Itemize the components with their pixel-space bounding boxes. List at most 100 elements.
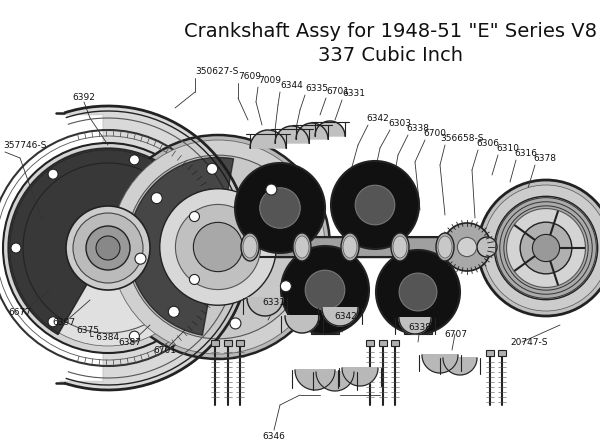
Bar [361, 237, 389, 245]
Circle shape [305, 270, 345, 310]
Polygon shape [59, 106, 250, 390]
Text: 6346: 6346 [263, 432, 286, 441]
Ellipse shape [391, 233, 409, 261]
Polygon shape [250, 130, 286, 148]
Circle shape [160, 189, 276, 305]
Text: 337 Cubic Inch: 337 Cubic Inch [317, 46, 463, 65]
Circle shape [175, 204, 260, 290]
Circle shape [10, 150, 206, 346]
Text: 6338: 6338 [406, 124, 429, 133]
Circle shape [111, 140, 325, 354]
Bar [404, 257, 432, 334]
Circle shape [477, 237, 497, 257]
Circle shape [130, 155, 139, 165]
Circle shape [281, 246, 369, 334]
Bar [498, 350, 506, 356]
Text: 6342: 6342 [366, 114, 389, 123]
Text: 6397: 6397 [52, 318, 75, 327]
Circle shape [266, 184, 277, 195]
Circle shape [193, 222, 242, 271]
Text: 6677: 6677 [8, 308, 31, 317]
Bar [211, 340, 219, 346]
Text: 7009: 7009 [258, 76, 281, 85]
Text: 6701: 6701 [153, 346, 176, 355]
Circle shape [86, 226, 130, 270]
Text: 6375: 6375 [76, 326, 99, 335]
Circle shape [169, 306, 179, 317]
Text: 6310: 6310 [496, 144, 519, 153]
Polygon shape [399, 318, 431, 334]
Ellipse shape [243, 236, 257, 258]
Circle shape [260, 188, 300, 228]
Circle shape [96, 236, 120, 260]
Text: 6701: 6701 [326, 87, 349, 96]
Text: 6387: 6387 [118, 338, 141, 347]
Polygon shape [8, 148, 206, 335]
Ellipse shape [295, 236, 309, 258]
Polygon shape [295, 370, 335, 390]
Polygon shape [316, 372, 354, 391]
Text: Crankshaft Assy for 1948-51 "E" Series V8: Crankshaft Assy for 1948-51 "E" Series V… [184, 22, 596, 41]
Circle shape [151, 193, 162, 204]
Circle shape [3, 143, 213, 353]
Circle shape [443, 223, 491, 271]
Bar [486, 350, 494, 356]
Text: 6303: 6303 [388, 119, 411, 128]
Circle shape [190, 275, 199, 284]
Text: 7609: 7609 [238, 72, 261, 81]
Circle shape [457, 237, 476, 257]
Polygon shape [315, 121, 345, 136]
Bar [366, 340, 374, 346]
Polygon shape [296, 123, 328, 139]
Bar [236, 340, 244, 346]
Text: └ 6384: └ 6384 [88, 333, 119, 342]
Circle shape [235, 163, 325, 253]
Circle shape [73, 213, 143, 283]
Circle shape [520, 222, 572, 274]
Circle shape [478, 180, 600, 316]
Polygon shape [422, 355, 458, 373]
Polygon shape [322, 308, 358, 326]
Text: 350627-S: 350627-S [195, 67, 238, 76]
Text: 357746-S: 357746-S [3, 141, 46, 150]
Bar [311, 257, 339, 334]
Ellipse shape [436, 233, 454, 261]
Ellipse shape [293, 233, 311, 261]
Text: 6331: 6331 [342, 89, 365, 98]
Circle shape [494, 196, 598, 299]
Text: 6342: 6342 [334, 312, 357, 321]
Ellipse shape [241, 233, 259, 261]
Polygon shape [128, 158, 233, 335]
Circle shape [66, 206, 150, 290]
Text: 6707: 6707 [444, 330, 467, 339]
Circle shape [206, 163, 218, 174]
Circle shape [331, 161, 419, 249]
Circle shape [532, 235, 560, 262]
Circle shape [190, 211, 199, 222]
Ellipse shape [341, 233, 359, 261]
Text: 6316: 6316 [514, 149, 537, 158]
Circle shape [483, 185, 600, 311]
Polygon shape [342, 368, 378, 386]
Polygon shape [443, 358, 477, 375]
Text: 6331: 6331 [262, 298, 285, 307]
Text: 6335: 6335 [305, 84, 328, 93]
Text: 6306: 6306 [476, 139, 499, 148]
Polygon shape [285, 316, 319, 333]
Circle shape [106, 135, 330, 359]
Text: 6344: 6344 [280, 81, 303, 90]
Circle shape [135, 253, 146, 264]
Polygon shape [275, 126, 309, 143]
Text: 6378: 6378 [533, 154, 556, 163]
Circle shape [48, 169, 58, 179]
Ellipse shape [438, 236, 452, 258]
Circle shape [355, 185, 395, 225]
Circle shape [399, 273, 437, 311]
Circle shape [376, 250, 460, 334]
Circle shape [506, 209, 586, 287]
Ellipse shape [343, 236, 357, 258]
Bar [391, 340, 399, 346]
Text: 356658-S: 356658-S [440, 134, 484, 143]
Bar [266, 237, 294, 241]
Circle shape [48, 317, 58, 327]
